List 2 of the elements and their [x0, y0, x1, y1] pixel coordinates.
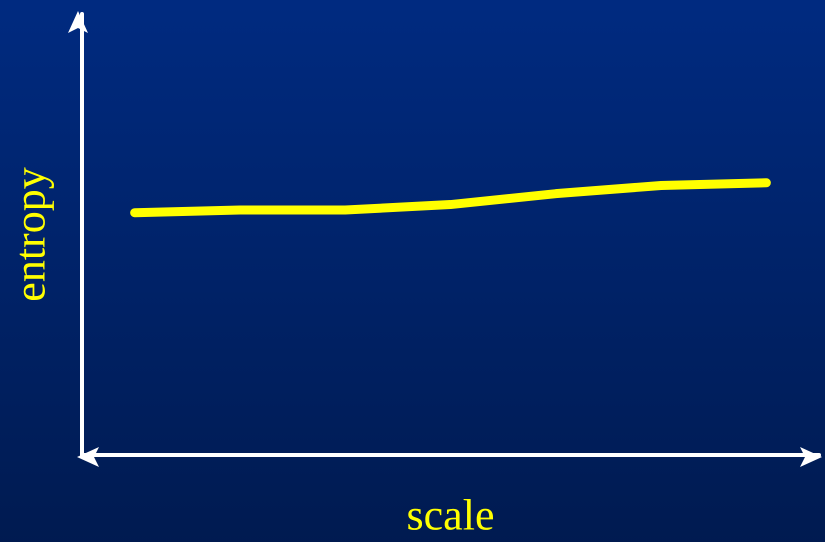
x-axis-title: scale: [406, 490, 494, 540]
y-axis-title: entropy: [6, 167, 54, 302]
